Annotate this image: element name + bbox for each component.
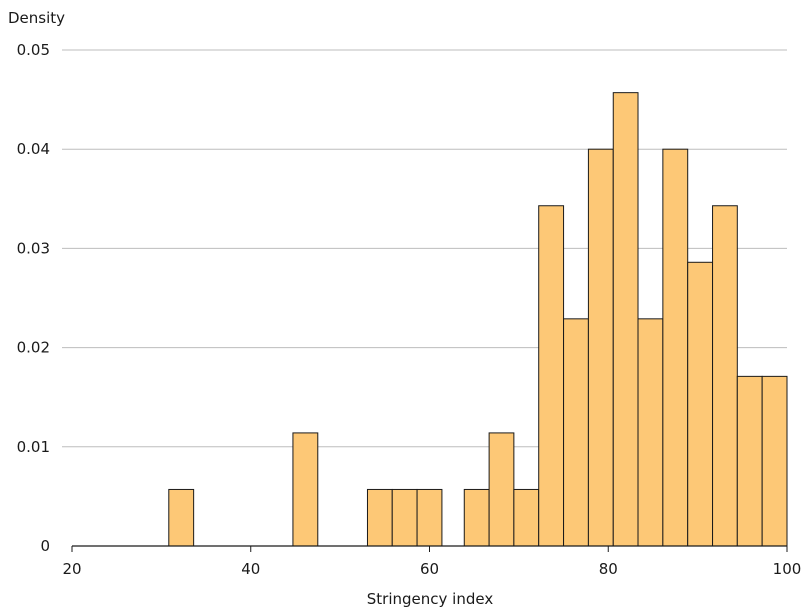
histogram-bar	[513, 488, 540, 547]
histogram-bar	[463, 488, 490, 547]
histogram-bar	[587, 148, 614, 547]
histogram-bar	[391, 488, 418, 547]
y-tick-label: 0.03	[17, 239, 50, 257]
x-tick-label: 100	[773, 560, 801, 578]
y-tick-label: 0.04	[17, 140, 50, 158]
histogram-bar	[761, 375, 788, 547]
histogram-bar	[292, 432, 319, 547]
x-axis-title: Stringency index	[367, 590, 494, 608]
y-tick-labels: 0 0.01 0.02 0.03 0.04 0.05	[17, 41, 50, 555]
histogram-bar	[366, 488, 393, 547]
x-tick-label: 40	[241, 560, 260, 578]
y-tick-label: 0	[40, 537, 50, 555]
y-tick-label: 0.05	[17, 41, 50, 59]
histogram-bar	[736, 375, 763, 547]
histogram-bar	[712, 205, 738, 547]
y-tick-label: 0.02	[17, 339, 50, 357]
histogram-bar	[416, 488, 443, 547]
x-tick-labels: 20 40 60 80 100	[62, 546, 801, 578]
x-tick-label: 60	[420, 560, 439, 578]
histogram-bar	[687, 261, 714, 547]
x-tick-label: 20	[62, 560, 81, 578]
histogram-bar	[168, 488, 195, 547]
x-tick-label: 80	[599, 560, 618, 578]
histogram-bar	[637, 318, 664, 547]
histogram-bar	[563, 318, 589, 547]
histogram-bar	[662, 148, 689, 547]
histogram-bars	[168, 92, 788, 547]
y-axis-title: Density	[8, 9, 65, 27]
histogram-bar	[488, 432, 515, 547]
histogram-bar	[538, 205, 565, 547]
y-tick-label: 0.01	[17, 438, 50, 456]
histogram-bar	[612, 92, 639, 547]
